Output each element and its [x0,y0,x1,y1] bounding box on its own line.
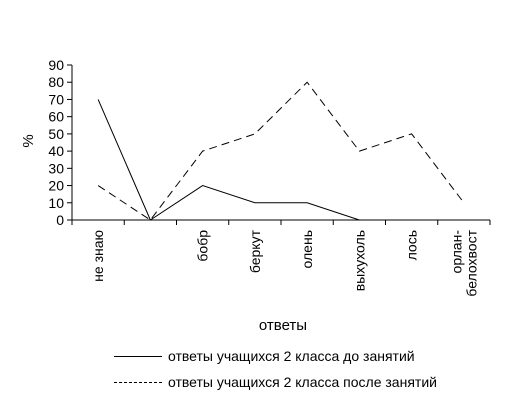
x-tick-label: не знаю [90,230,106,282]
y-tick-label: 50 [48,126,64,142]
series-line-1 [97,99,360,221]
y-tick-label: 0 [56,212,64,228]
x-tick-label: выхухоль [351,230,367,291]
x-tick-label: лось [404,230,420,260]
y-tick-label: 40 [48,143,64,159]
y-tick-label: 60 [48,109,64,125]
series-layer [97,81,465,221]
y-tick-label: 30 [48,160,64,176]
y-axis-title: % [20,134,37,147]
x-tick-label: беркут [247,229,263,273]
series-line-2 [97,81,465,221]
y-tick-label: 70 [48,91,64,107]
y-tick-label: 10 [48,195,64,211]
y-tick-label: 90 [48,57,64,73]
x-axis: не знаю бобр беркут олень выхухоль лось орлан-… [71,219,491,297]
x-tick-label: белохвост [463,229,479,296]
x-axis-title: ответы [259,317,307,334]
x-tick-label: олень [299,230,315,268]
x-tick-label: бобр [195,230,211,262]
y-tick-label: 20 [48,178,64,194]
x-tick-label: орлан- [448,230,464,274]
y-tick-label: 80 [48,74,64,90]
